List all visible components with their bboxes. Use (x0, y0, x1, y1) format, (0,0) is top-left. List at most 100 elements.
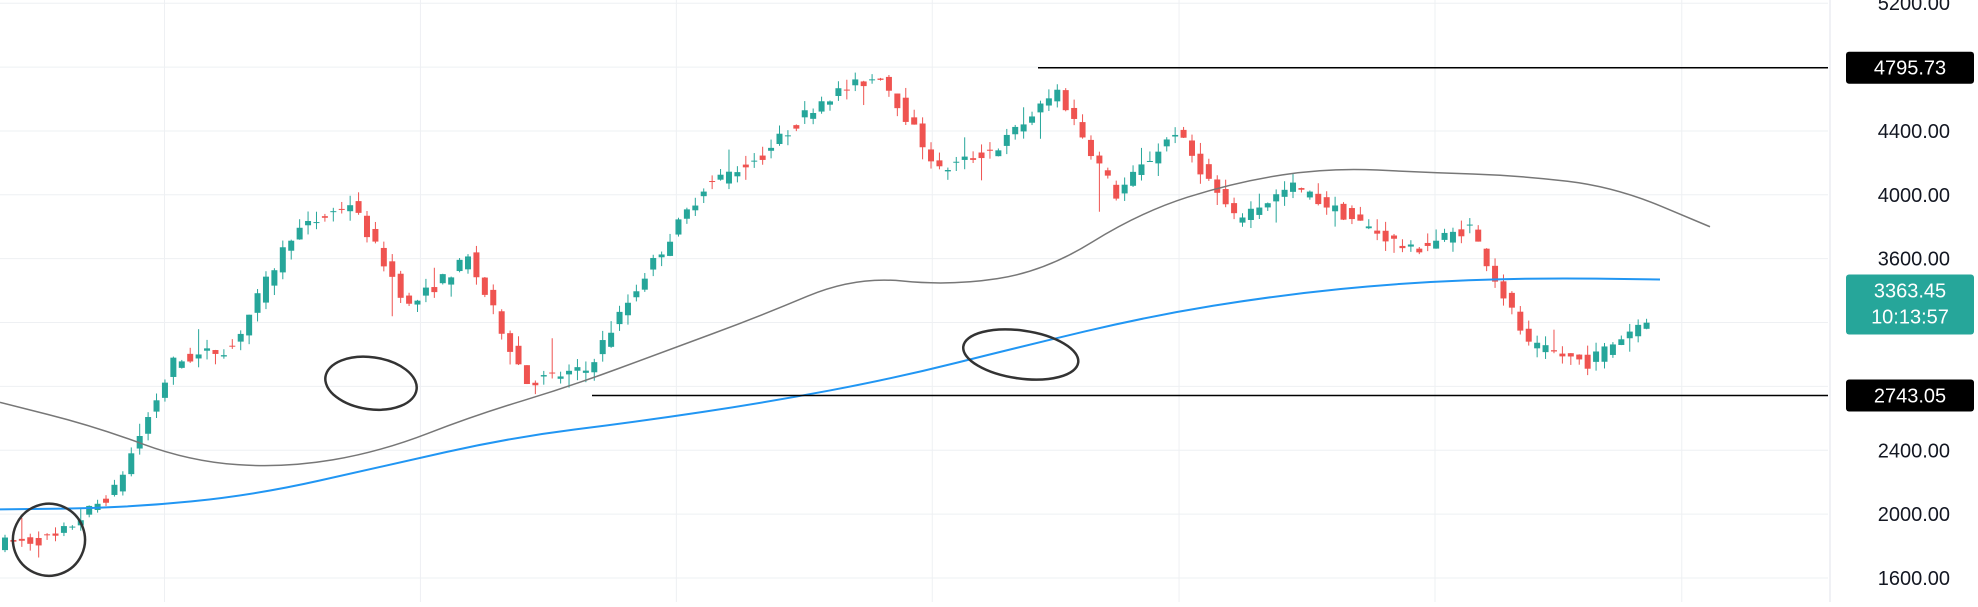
candle-body (1357, 214, 1364, 221)
candle (1609, 342, 1616, 358)
candle (725, 149, 732, 190)
candle-body (1567, 353, 1574, 357)
candle (44, 533, 51, 540)
candle (1348, 205, 1355, 225)
candle-body (566, 370, 573, 375)
candle-body (187, 353, 194, 362)
candle (473, 245, 480, 285)
candle (27, 533, 34, 551)
candle (178, 359, 185, 369)
candle (1508, 291, 1515, 315)
candle (52, 527, 59, 542)
candle (1618, 335, 1625, 346)
candle-body (894, 93, 901, 109)
candle-body (170, 357, 177, 377)
candle (363, 211, 370, 243)
candle-body (1643, 322, 1650, 329)
candle (768, 139, 775, 159)
candle-body (1609, 344, 1616, 355)
candle (1357, 206, 1364, 221)
candle (1188, 134, 1195, 163)
candle (1534, 335, 1541, 358)
candle (422, 278, 429, 303)
candle (784, 130, 791, 146)
candle-body (204, 348, 211, 351)
current-price-bg (1846, 274, 1974, 335)
candle (1256, 193, 1263, 219)
candle-body (1290, 182, 1297, 192)
candle (187, 347, 194, 363)
candle-body (1222, 189, 1229, 205)
current-price-text: 3363.45 (1874, 280, 1946, 302)
candle (439, 273, 446, 285)
candle (1424, 233, 1431, 252)
candle-body (490, 289, 497, 306)
candle-body (355, 201, 362, 213)
candle (1559, 346, 1566, 364)
candle (1298, 187, 1305, 193)
candle (2, 534, 8, 553)
candle-body (1239, 217, 1246, 223)
candle (776, 125, 783, 146)
candle-body (574, 367, 581, 371)
candle (406, 292, 413, 306)
candle-body (1550, 350, 1557, 352)
candle (843, 79, 850, 100)
candle (759, 146, 766, 165)
candle (995, 148, 1002, 157)
candle (818, 96, 825, 114)
candle (549, 338, 556, 379)
candle (1155, 143, 1162, 176)
candle-body (1449, 231, 1456, 243)
candle (885, 74, 892, 97)
candle-body (1003, 134, 1010, 146)
candle (986, 142, 993, 159)
candle-body (1424, 242, 1431, 246)
candle (1079, 114, 1086, 139)
candle-body (229, 345, 236, 347)
candle-body (1626, 331, 1633, 339)
candle (1407, 240, 1414, 252)
candle (1096, 151, 1103, 212)
candle-body (1441, 232, 1448, 240)
candle-body (1466, 224, 1473, 226)
candle-body (1113, 184, 1120, 199)
candle (389, 254, 396, 317)
candle (675, 217, 682, 237)
candle-body (1407, 244, 1414, 247)
candle (734, 166, 741, 183)
candle-body (557, 376, 564, 379)
candle-body (1281, 189, 1288, 197)
candle-body (852, 79, 859, 86)
candle-body (667, 241, 674, 256)
candle (1492, 258, 1499, 288)
candle (624, 294, 631, 325)
candle (692, 197, 699, 216)
candle-body (103, 498, 110, 503)
candle-body (439, 274, 446, 284)
candle-body (1273, 194, 1280, 202)
candle (220, 349, 227, 359)
candle-body (380, 247, 387, 267)
candle-body (1483, 248, 1490, 267)
candle-body (633, 291, 640, 298)
candle-body (330, 211, 337, 213)
candle (1391, 233, 1398, 253)
candle (288, 239, 295, 260)
candle (1643, 318, 1650, 330)
candle (928, 142, 935, 169)
candle (877, 77, 884, 81)
candle (1104, 167, 1111, 179)
candle-body (27, 537, 34, 544)
candle (650, 254, 657, 277)
candle (1433, 229, 1440, 249)
price-label-bg (1846, 51, 1974, 84)
price-label: 4795.73 (1846, 51, 1974, 84)
candle (1071, 99, 1078, 126)
price-label-text: 4795.73 (1874, 58, 1946, 80)
candle (1517, 306, 1524, 335)
candle-body (1214, 179, 1221, 193)
candle-body (658, 254, 665, 258)
